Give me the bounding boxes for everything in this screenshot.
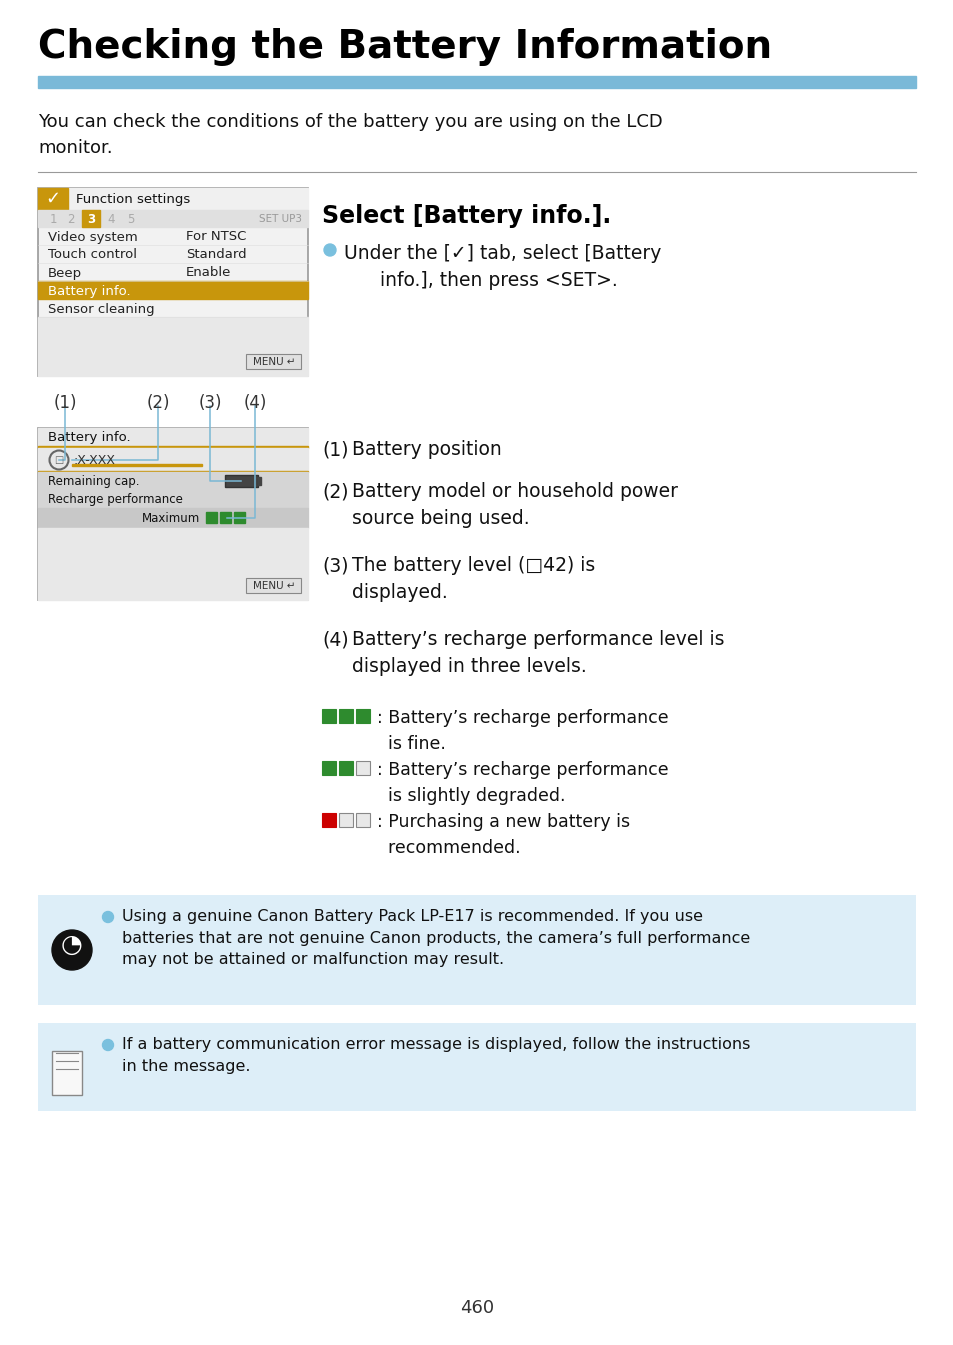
Text: SET UP3: SET UP3	[258, 214, 302, 225]
Text: 2: 2	[67, 213, 74, 226]
Bar	[38, 490, 308, 508]
Bar	[38, 77, 915, 87]
Text: : Battery’s recharge performance
  is slightly degraded.: : Battery’s recharge performance is slig…	[376, 761, 668, 804]
Text: You can check the conditions of the battery you are using on the LCD
monitor.: You can check the conditions of the batt…	[38, 113, 662, 157]
Bar	[38, 188, 68, 210]
Circle shape	[324, 243, 335, 256]
Text: Sensor cleaning: Sensor cleaning	[48, 303, 154, 316]
Bar	[38, 529, 308, 600]
Text: □: □	[54, 455, 64, 465]
Text: Enable: Enable	[186, 266, 232, 280]
Bar	[355, 709, 370, 724]
Bar	[257, 477, 261, 486]
Text: Battery’s recharge performance level is
displayed in three levels.: Battery’s recharge performance level is …	[352, 629, 723, 677]
Text: 4: 4	[107, 213, 114, 226]
Bar	[220, 512, 231, 523]
Text: If a battery communication error message is displayed, follow the instructions
i: If a battery communication error message…	[122, 1037, 750, 1073]
Bar	[38, 894, 915, 1005]
Text: (4): (4)	[322, 629, 348, 650]
Text: ◔: ◔	[61, 933, 83, 958]
Circle shape	[102, 912, 113, 923]
Bar	[38, 210, 308, 227]
Bar	[246, 578, 301, 593]
Text: 5: 5	[127, 213, 134, 226]
Text: Battery info.: Battery info.	[48, 432, 131, 444]
Text: (3): (3)	[198, 394, 221, 412]
Text: 3: 3	[87, 213, 95, 226]
Bar	[338, 709, 353, 724]
Text: : Battery’s recharge performance
  is fine.: : Battery’s recharge performance is fine…	[376, 709, 668, 753]
Bar	[225, 475, 257, 487]
Text: Touch control: Touch control	[48, 249, 137, 261]
Text: 1: 1	[50, 213, 56, 226]
Bar	[38, 508, 308, 529]
Bar	[338, 761, 353, 775]
Bar	[38, 471, 308, 472]
Text: The battery level (□42) is
displayed.: The battery level (□42) is displayed.	[352, 555, 595, 603]
Text: Battery model or household power
source being used.: Battery model or household power source …	[352, 482, 678, 529]
Text: For NTSC: For NTSC	[186, 230, 246, 243]
Text: Select [Battery info.].: Select [Battery info.].	[322, 204, 611, 229]
Circle shape	[102, 1040, 113, 1050]
Bar	[38, 447, 308, 448]
Bar	[38, 281, 308, 299]
Bar	[38, 448, 308, 472]
Text: Using a genuine Canon Battery Pack LP-E17 is recommended. If you use
batteries t: Using a genuine Canon Battery Pack LP-E1…	[122, 909, 749, 967]
Text: Remaining cap.: Remaining cap.	[48, 475, 139, 487]
Text: Video system: Video system	[48, 230, 137, 243]
Text: Battery info.: Battery info.	[48, 285, 131, 297]
Text: Beep: Beep	[48, 266, 82, 280]
Text: 460: 460	[459, 1299, 494, 1317]
Text: ✓: ✓	[46, 190, 60, 208]
Text: Battery position: Battery position	[352, 440, 501, 459]
Bar	[322, 761, 335, 775]
Bar	[71, 464, 202, 465]
Bar	[38, 428, 308, 448]
Bar	[322, 709, 335, 724]
Text: Checking the Battery Information: Checking the Battery Information	[38, 28, 771, 66]
Bar	[355, 812, 370, 827]
Bar	[322, 812, 335, 827]
Text: (1): (1)	[322, 440, 348, 459]
Bar	[52, 1050, 82, 1095]
Text: MENU ↵: MENU ↵	[253, 581, 295, 590]
Text: (3): (3)	[322, 555, 348, 576]
Text: MENU ↵: MENU ↵	[253, 356, 295, 367]
Bar	[82, 210, 100, 227]
Text: Recharge performance: Recharge performance	[48, 492, 183, 506]
Bar	[233, 512, 245, 523]
Bar	[38, 428, 308, 600]
Text: Under the [✓] tab, select [Battery
      info.], then press <SET>.: Under the [✓] tab, select [Battery info.…	[344, 243, 660, 291]
Text: :X-XXX: :X-XXX	[74, 453, 116, 467]
Bar	[355, 761, 370, 775]
Text: (4): (4)	[243, 394, 267, 412]
Text: Function settings: Function settings	[76, 192, 190, 206]
Bar	[38, 188, 308, 210]
Bar	[38, 317, 308, 377]
Bar	[38, 472, 308, 490]
Bar	[206, 512, 216, 523]
Text: : Purchasing a new battery is
  recommended.: : Purchasing a new battery is recommende…	[376, 812, 630, 857]
Circle shape	[52, 929, 91, 970]
Text: (1): (1)	[53, 394, 76, 412]
Text: (2): (2)	[146, 394, 170, 412]
Text: Maximum: Maximum	[142, 511, 200, 525]
Text: (2): (2)	[322, 482, 348, 500]
Bar	[38, 1024, 915, 1111]
Bar	[338, 812, 353, 827]
Bar	[246, 354, 301, 369]
Text: Standard: Standard	[186, 249, 247, 261]
Bar	[38, 188, 308, 377]
